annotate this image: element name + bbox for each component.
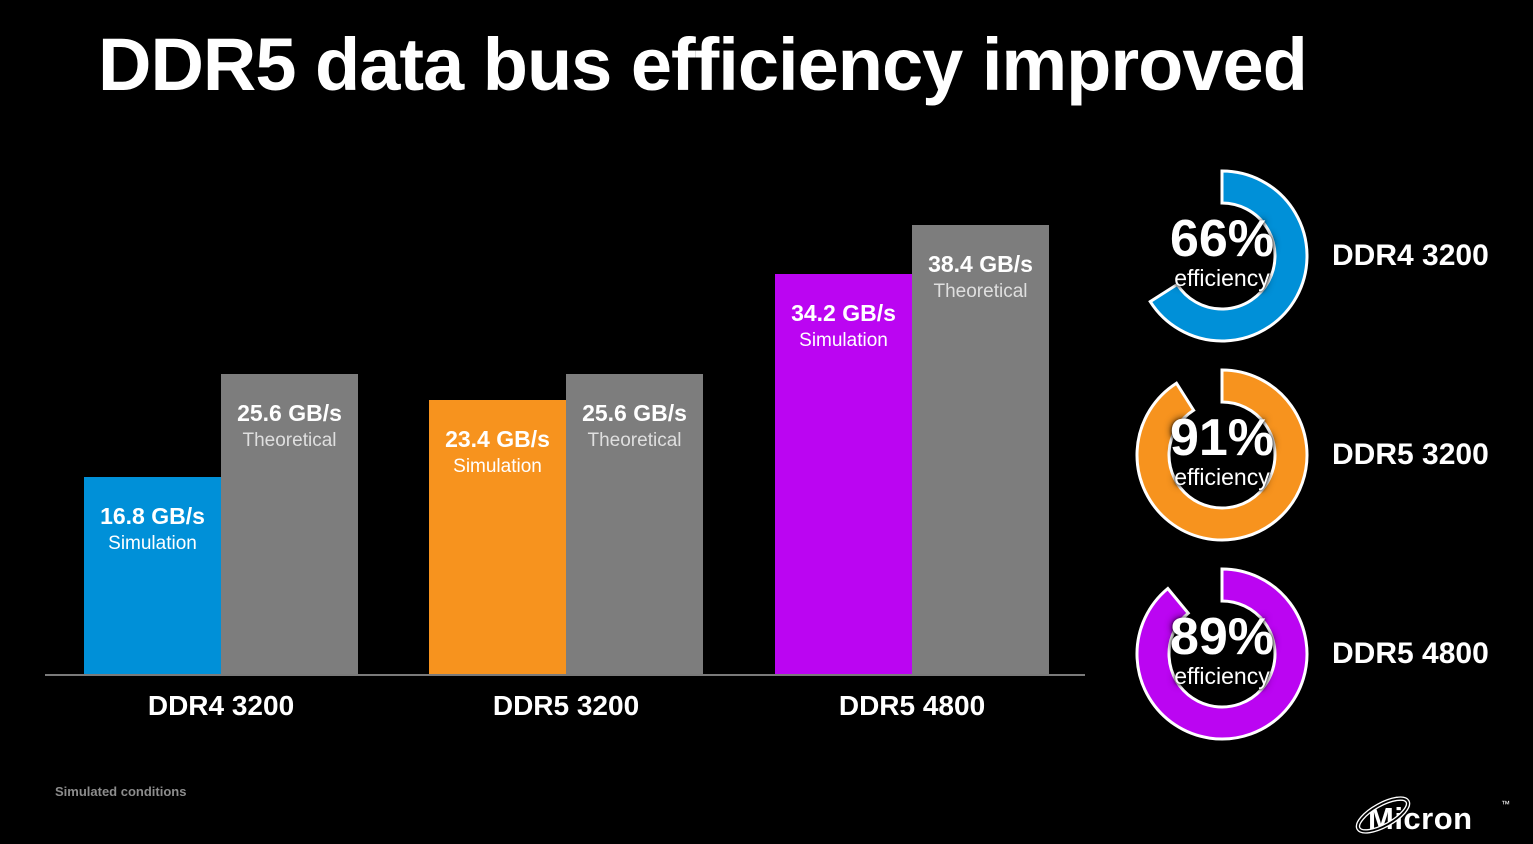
bar-value-label: 25.6 GB/s <box>582 400 687 426</box>
efficiency-percent: 89% <box>1169 608 1275 666</box>
bar-ddr4-3200-theoretical: 25.6 GB/s Theoretical <box>221 374 358 674</box>
bar-series-label: Theoretical <box>242 430 337 451</box>
donut-center-text: 66% efficiency <box>1132 213 1312 291</box>
micron-orbit-core-icon <box>1357 797 1409 833</box>
micron-wordmark: Micron <box>1368 801 1473 836</box>
bar-ddr5-3200-theoretical: 25.6 GB/s Theoretical <box>566 374 703 674</box>
x-axis-category-ddr5-4800: DDR5 4800 <box>838 690 986 721</box>
bar-ddr5-4800-simulation: 34.2 GB/s Simulation <box>775 274 912 674</box>
efficiency-caption: efficiency <box>1174 265 1270 291</box>
micron-logo: Micron ™ <box>1355 796 1510 836</box>
donut-center-text: 89% efficiency <box>1132 611 1312 689</box>
efficiency-percent: 91% <box>1169 409 1275 467</box>
x-axis-category-ddr5-3200: DDR5 3200 <box>492 690 640 721</box>
donut-gauge-ddr4-3200 <box>1148 169 1309 343</box>
bar-value-label: 38.4 GB/s <box>928 251 1033 277</box>
micron-trademark: ™ <box>1501 799 1510 809</box>
bar-value-label: 34.2 GB/s <box>791 300 896 326</box>
bar-ddr5-3200-simulation: 23.4 GB/s Simulation <box>429 400 566 674</box>
donut-arc <box>1135 567 1309 741</box>
donut-gauge-ddr5-4800 <box>1135 567 1309 741</box>
bar-series-label: Theoretical <box>587 430 682 451</box>
bar-ddr4-3200-simulation: 16.8 GB/s Simulation <box>84 477 221 674</box>
efficiency-caption: efficiency <box>1174 663 1270 689</box>
bar-value-label: 16.8 GB/s <box>100 503 205 529</box>
efficiency-percent: 66% <box>1169 210 1275 268</box>
gauge-label-ddr4-3200: DDR4 3200 <box>1332 239 1489 272</box>
donut-arc <box>1148 169 1309 343</box>
bar-series-label: Simulation <box>799 330 888 351</box>
bar-ddr5-4800-theoretical: 38.4 GB/s Theoretical <box>912 225 1049 674</box>
x-axis-line <box>45 674 1085 676</box>
donut-arc <box>1135 368 1309 542</box>
page-title: DDR5 data bus efficiency improved <box>98 23 1308 106</box>
bar-value-label: 23.4 GB/s <box>445 426 550 452</box>
donut-center-text: 91% efficiency <box>1132 412 1312 490</box>
gauge-label-ddr5-4800: DDR5 4800 <box>1332 637 1489 670</box>
efficiency-caption: efficiency <box>1174 464 1270 490</box>
footnote: Simulated conditions <box>55 784 187 799</box>
bar-series-label: Theoretical <box>933 281 1028 302</box>
bar-series-label: Simulation <box>108 533 197 554</box>
bar-series-label: Simulation <box>453 456 542 477</box>
bar-value-label: 25.6 GB/s <box>237 400 342 426</box>
donut-gauge-ddr5-3200 <box>1135 368 1309 542</box>
gauge-label-ddr5-3200: DDR5 3200 <box>1332 438 1489 471</box>
x-axis-category-ddr4-3200: DDR4 3200 <box>147 690 295 721</box>
